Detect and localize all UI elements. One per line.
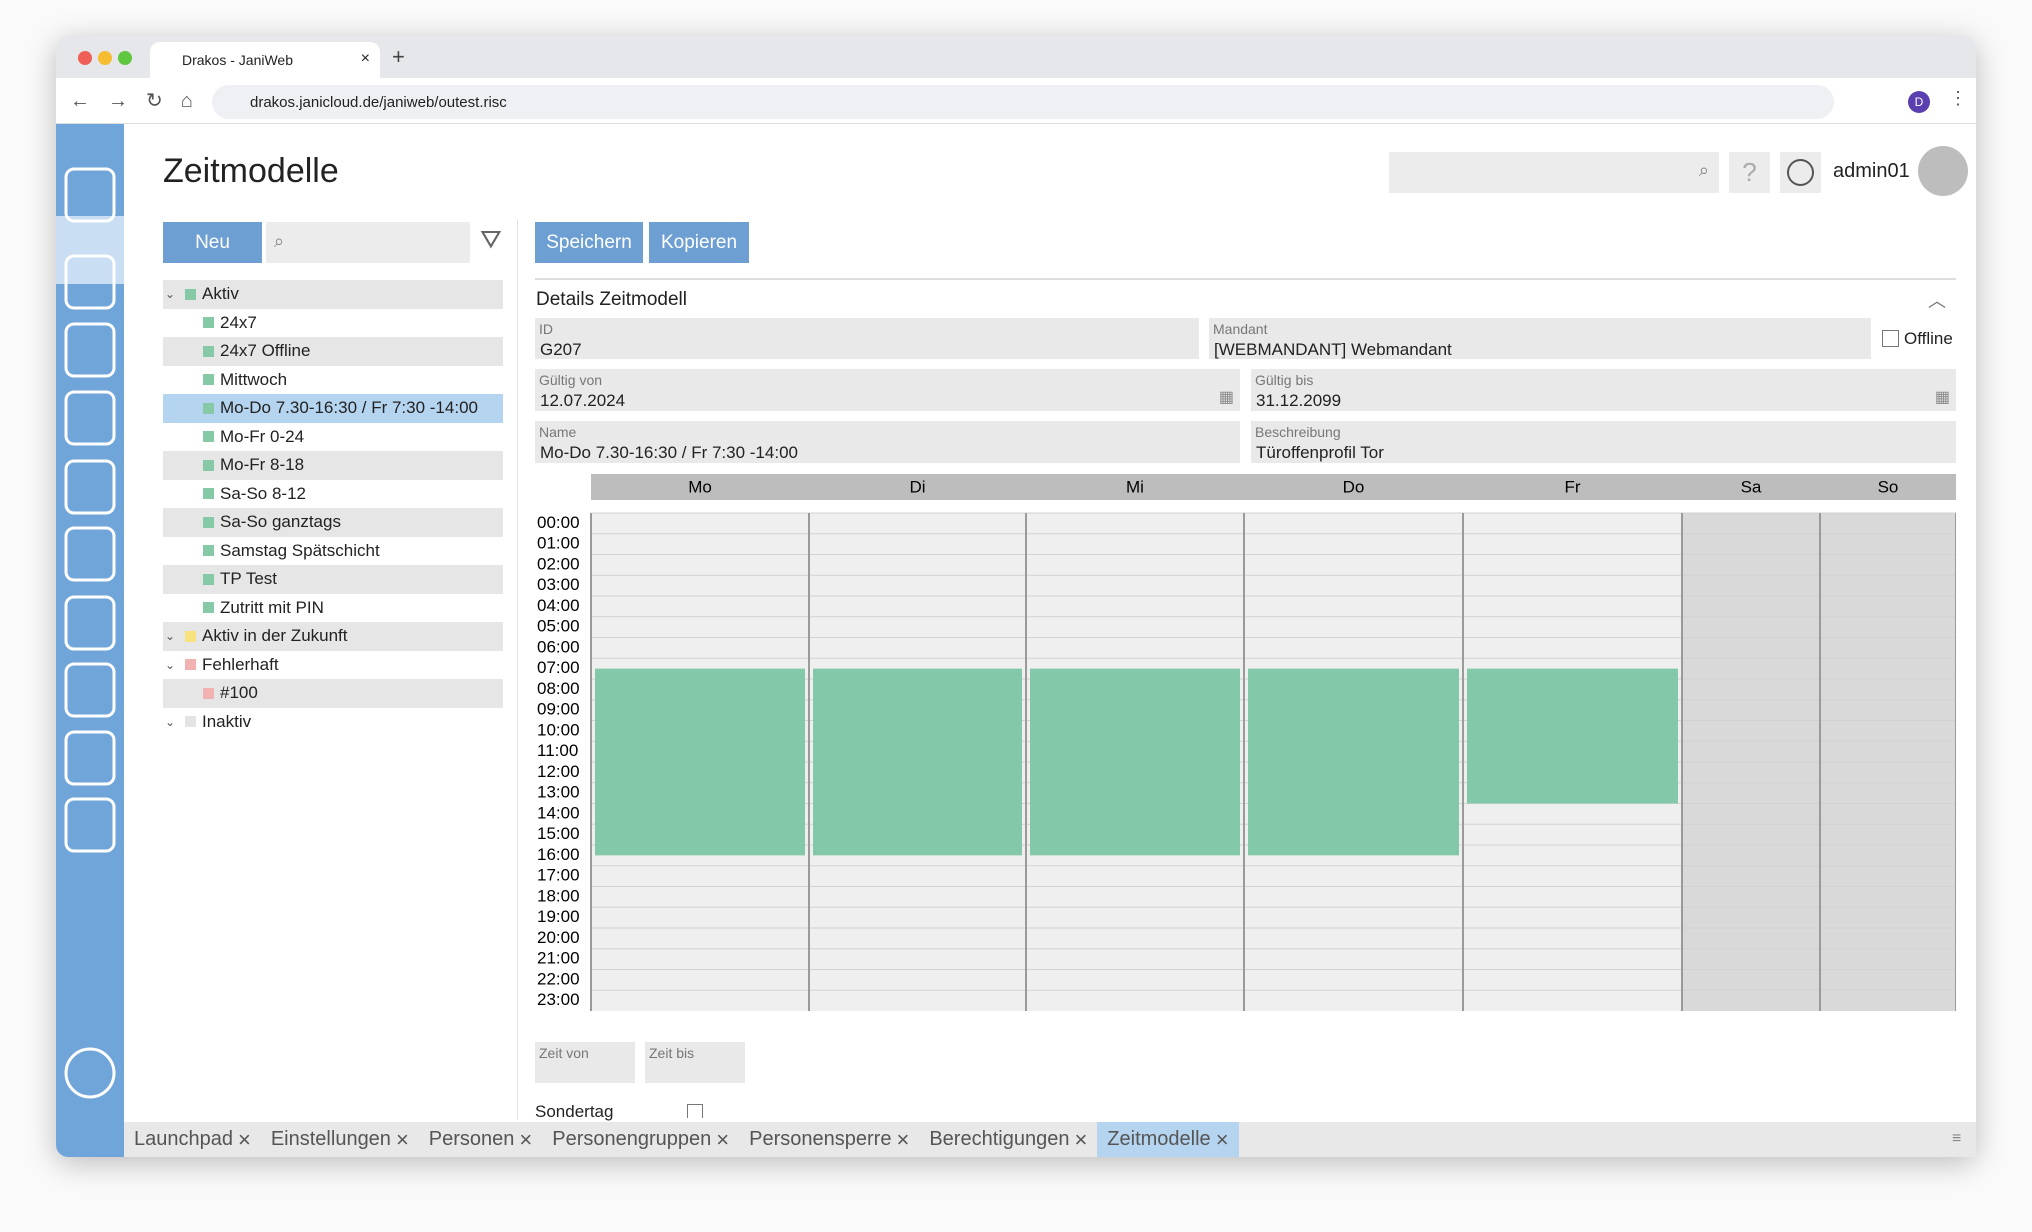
nav-icon[interactable] <box>64 595 116 651</box>
nav-icon[interactable] <box>64 322 116 378</box>
close-dot[interactable] <box>78 51 92 65</box>
min-dot[interactable] <box>98 51 112 65</box>
nav-icon[interactable] <box>64 254 116 310</box>
logout-icon[interactable] <box>64 1047 116 1099</box>
profile-avatar[interactable]: D <box>1908 91 1930 113</box>
nav-icon[interactable] <box>64 797 116 853</box>
url: drakos.janicloud.de/janiweb/outest.risc <box>250 94 507 111</box>
sidebar-icons <box>64 167 116 1099</box>
browser-tab[interactable]: Drakos - JaniWeb × <box>150 42 380 78</box>
nav-icon[interactable] <box>64 730 116 786</box>
new-tab[interactable]: + <box>392 44 405 69</box>
nav-icon[interactable] <box>64 167 116 223</box>
max-dot[interactable] <box>118 51 132 65</box>
nav-icon[interactable] <box>64 526 116 582</box>
browser-window: Drakos - JaniWeb × + ←→↻⌂ drakos.janiclou… <box>56 36 1976 1157</box>
nav-icon[interactable] <box>64 662 116 718</box>
url-bar[interactable]: drakos.janicloud.de/janiweb/outest.risc <box>212 85 1834 119</box>
tab-title: Drakos - JaniWeb <box>182 52 294 68</box>
nav-buttons[interactable]: ←→↻⌂ <box>70 90 211 112</box>
nav-icon[interactable] <box>64 390 116 446</box>
nav-icon[interactable] <box>64 459 116 515</box>
menu[interactable]: ⋮ <box>1949 88 1967 108</box>
